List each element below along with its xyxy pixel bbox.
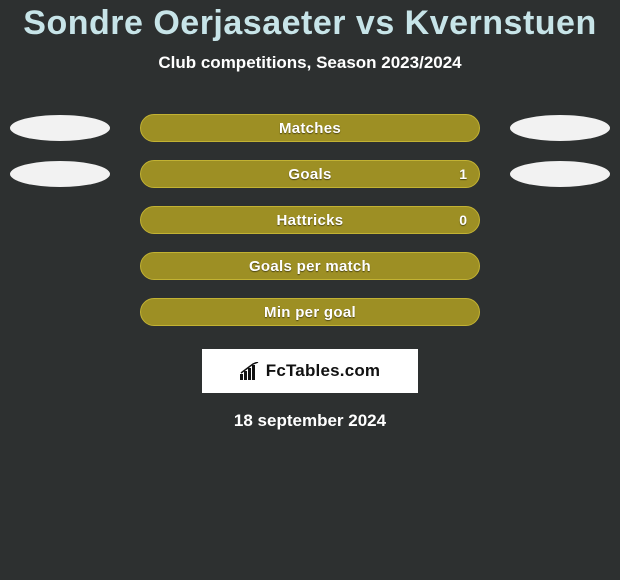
stat-label: Hattricks <box>277 212 344 229</box>
stat-bar: Min per goal <box>140 298 480 326</box>
stat-row-matches: Matches <box>0 105 620 151</box>
page-title: Sondre Oerjasaeter vs Kvernstuen <box>0 4 620 43</box>
stat-label: Goals <box>288 166 331 183</box>
stat-row-min-per-goal: Min per goal <box>0 289 620 335</box>
stat-label: Goals per match <box>249 258 371 275</box>
stat-row-hattricks: Hattricks 0 <box>0 197 620 243</box>
stat-bar: Hattricks 0 <box>140 206 480 234</box>
page-subtitle: Club competitions, Season 2023/2024 <box>0 53 620 73</box>
stat-row-goals-per-match: Goals per match <box>0 243 620 289</box>
player-marker-right <box>510 115 610 141</box>
comparison-card: Sondre Oerjasaeter vs Kvernstuen Club co… <box>0 0 620 431</box>
bar-chart-icon <box>240 362 260 380</box>
stat-bar: Goals per match <box>140 252 480 280</box>
stat-value-right: 0 <box>459 212 467 228</box>
brand-text: FcTables.com <box>266 361 381 381</box>
stat-rows: Matches Goals 1 Hattricks 0 Goals per ma… <box>0 105 620 335</box>
stat-label: Matches <box>279 120 341 137</box>
stat-bar: Goals 1 <box>140 160 480 188</box>
stat-row-goals: Goals 1 <box>0 151 620 197</box>
player-marker-left <box>10 115 110 141</box>
stat-value-right: 1 <box>459 166 467 182</box>
generated-date: 18 september 2024 <box>0 411 620 431</box>
stat-label: Min per goal <box>264 304 356 321</box>
brand-badge[interactable]: FcTables.com <box>202 349 418 393</box>
stat-bar: Matches <box>140 114 480 142</box>
player-marker-left <box>10 161 110 187</box>
player-marker-right <box>510 161 610 187</box>
